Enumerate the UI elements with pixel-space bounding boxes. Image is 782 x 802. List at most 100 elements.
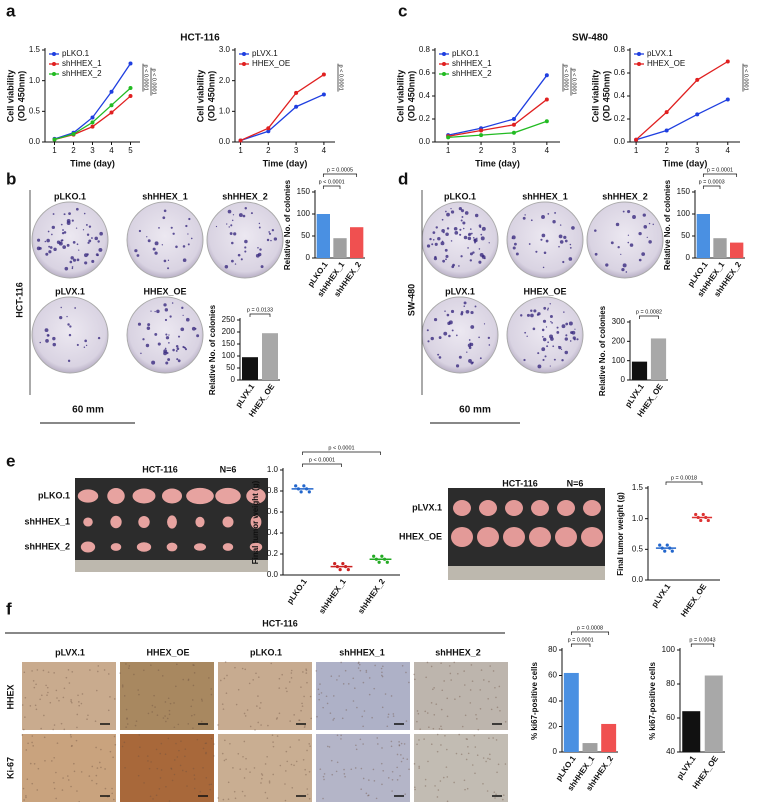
cell <box>62 777 64 779</box>
colony <box>641 252 646 256</box>
colony <box>564 350 569 355</box>
cell <box>458 733 461 736</box>
colony <box>621 267 625 272</box>
cell <box>432 727 435 730</box>
colony <box>237 253 241 257</box>
cell <box>26 778 29 781</box>
y-tick-label: 100 <box>297 209 311 218</box>
bracket <box>665 481 703 485</box>
colony <box>134 249 138 253</box>
cell <box>272 745 275 748</box>
x-axis-label: Time (day) <box>475 158 520 168</box>
colony <box>63 213 66 216</box>
cell <box>306 793 309 796</box>
y-tick-label: 0.8 <box>267 486 279 495</box>
data-point <box>725 97 730 102</box>
y-axis-label: Cell viability <box>590 70 600 123</box>
plate <box>506 201 584 279</box>
colony <box>622 263 627 268</box>
cell <box>494 797 496 799</box>
sample-dot <box>294 484 298 488</box>
tumor <box>136 542 152 552</box>
colony <box>63 231 67 234</box>
cell <box>387 713 390 716</box>
colony <box>526 335 528 337</box>
colony <box>571 330 576 335</box>
colony <box>546 308 549 311</box>
annotation: p < 0.0001 <box>151 69 157 95</box>
cell <box>76 726 78 729</box>
colony <box>547 213 550 215</box>
colony <box>441 218 444 221</box>
cell <box>309 745 311 747</box>
colony <box>94 236 99 241</box>
cell <box>344 669 347 672</box>
legend-label: HHEX_OE <box>647 59 685 68</box>
cell <box>399 775 401 777</box>
sample-dot <box>338 568 342 572</box>
y-axis-label: % ki67-positive cells <box>648 662 657 740</box>
colony <box>549 303 551 305</box>
bar <box>631 361 648 380</box>
cell <box>42 669 45 672</box>
cell <box>435 703 438 705</box>
colony <box>437 353 440 356</box>
cell <box>471 764 474 766</box>
colony <box>39 341 41 344</box>
cell <box>414 788 416 791</box>
cell <box>24 696 27 699</box>
cell <box>244 668 247 671</box>
colony <box>66 243 70 247</box>
bracket <box>302 463 342 467</box>
cell <box>465 738 468 740</box>
cell <box>266 797 269 800</box>
colony <box>86 233 90 236</box>
colony <box>559 240 564 244</box>
cell <box>80 702 83 705</box>
cell <box>492 737 494 739</box>
cell <box>209 788 212 791</box>
colony <box>233 232 237 236</box>
cell <box>148 767 151 770</box>
cell <box>167 737 170 740</box>
colony <box>76 258 80 262</box>
y-axis-label: Relative No. of colonies <box>208 304 217 395</box>
chart-title: SW-480 <box>572 33 608 44</box>
cell <box>156 714 159 717</box>
cell <box>205 742 208 745</box>
cell <box>440 725 442 728</box>
cell <box>303 695 305 698</box>
cell <box>23 671 26 674</box>
cell <box>276 717 279 719</box>
colony <box>459 228 462 231</box>
y-axis-label: Relative No. of colonies <box>598 305 607 396</box>
y-tick-label: 0.8 <box>419 45 431 54</box>
cell <box>322 797 324 800</box>
cell <box>480 669 483 671</box>
colony <box>187 233 189 235</box>
legend-label: shHHEX_1 <box>62 59 102 68</box>
cell <box>43 714 45 717</box>
cell <box>345 709 348 711</box>
colony <box>178 335 181 338</box>
cell <box>220 679 222 682</box>
cell <box>244 795 246 797</box>
cell <box>354 767 357 769</box>
data-point <box>511 122 516 127</box>
plate <box>586 201 664 279</box>
colony <box>460 209 465 213</box>
annotation: p = 0.0003 <box>699 179 725 185</box>
cell <box>454 698 456 700</box>
row-label: pLVX.1 <box>412 502 442 512</box>
colony <box>51 225 55 230</box>
cell <box>330 759 333 762</box>
colony <box>244 246 247 249</box>
cell <box>107 673 110 675</box>
cell <box>413 673 415 676</box>
cell <box>31 782 34 785</box>
cell <box>70 736 72 738</box>
colony <box>445 254 449 258</box>
colony <box>629 243 634 247</box>
cell <box>55 689 58 692</box>
data-point <box>695 112 700 117</box>
